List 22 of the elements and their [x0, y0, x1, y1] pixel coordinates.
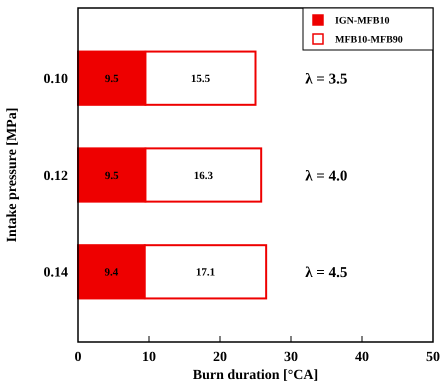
data-label: 17.1: [196, 266, 216, 279]
x-tick-label: 0: [74, 350, 82, 365]
x-tick-label: 40: [355, 350, 369, 365]
legend-label: IGN-MFB10: [335, 16, 390, 26]
annotation: λ = 3.5: [305, 71, 348, 88]
x-axis-title: Burn duration [°CA]: [192, 368, 318, 383]
x-tick-label: 30: [284, 350, 298, 365]
annotation: λ = 4.5: [305, 265, 348, 282]
annotation: λ = 4.0: [305, 168, 348, 184]
data-label: 9.5: [104, 170, 120, 182]
data-label: 16.3: [194, 170, 214, 182]
data-label: 9.4: [104, 266, 119, 279]
y-tick-label: 0.10: [44, 72, 68, 88]
x-tick-label: 10: [142, 350, 156, 365]
x-tick-label: 50: [426, 350, 440, 365]
y-axis-title: Intake pressure [MPa]: [5, 108, 20, 242]
legend-label: MFB10-MFB90: [335, 34, 403, 46]
data-label: 9.5: [104, 73, 120, 86]
data-label: 15.5: [190, 73, 211, 86]
x-tick-label: 20: [213, 350, 227, 365]
y-tick-label: 0.14: [44, 266, 68, 281]
y-tick-label: 0.12: [44, 168, 68, 184]
